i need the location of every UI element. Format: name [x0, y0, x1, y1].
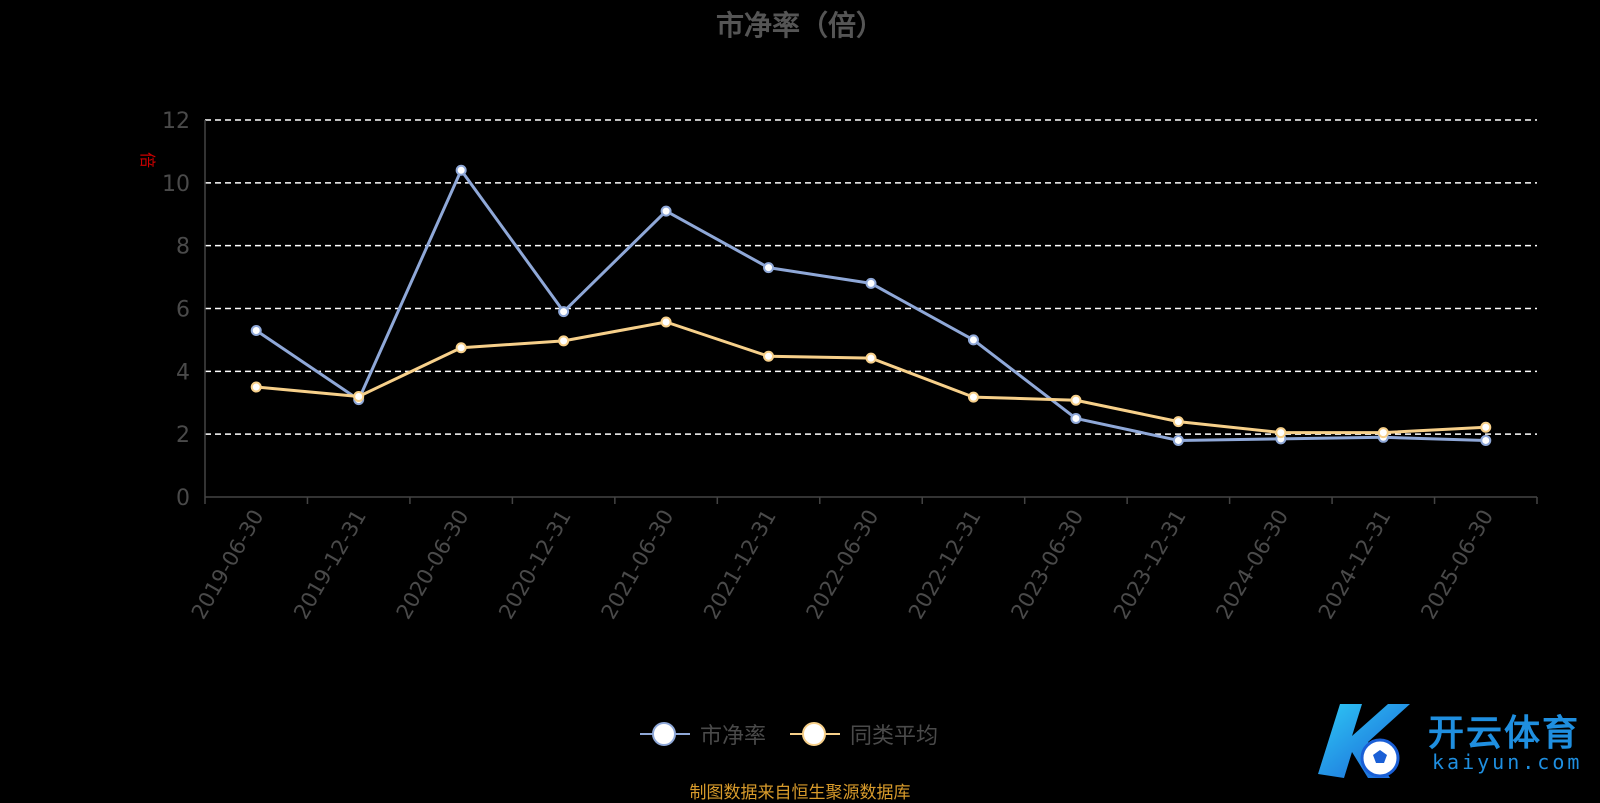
- x-tick-label: 2025-06-30: [1416, 506, 1498, 624]
- data-point[interactable]: [1480, 421, 1492, 433]
- kaiyun-logo-icon: [1318, 704, 1410, 778]
- data-point[interactable]: [558, 306, 570, 318]
- data-point[interactable]: [455, 164, 467, 176]
- legend: 市净率 同类平均: [640, 718, 938, 750]
- y-tick-label: 0: [176, 486, 190, 511]
- data-point[interactable]: [1070, 394, 1082, 406]
- source-note: 制图数据来自恒生聚源数据库: [689, 783, 911, 803]
- data-point[interactable]: [865, 352, 877, 364]
- watermark-text: 开云体育: [1428, 713, 1581, 754]
- y-axis-unit-label: 倍: [138, 152, 157, 168]
- x-tick-label: 2019-12-31: [289, 506, 371, 624]
- data-point[interactable]: [967, 334, 979, 346]
- data-point[interactable]: [967, 391, 979, 403]
- chart-title: 市净率（倍）: [715, 9, 884, 42]
- y-tick-label: 8: [176, 235, 190, 260]
- y-tick-label: 10: [162, 172, 190, 197]
- legend-item-pb[interactable]: 市净率: [640, 718, 766, 750]
- x-tick-label: 2021-12-31: [699, 506, 781, 624]
- data-point[interactable]: [763, 350, 775, 362]
- x-tick-label: 2019-06-30: [187, 506, 269, 624]
- legend-marker-icon: [640, 722, 690, 746]
- series-1: [250, 316, 1492, 439]
- series-line: [256, 320, 1486, 435]
- data-point[interactable]: [865, 277, 877, 289]
- x-tick-label: 2024-12-31: [1314, 506, 1396, 624]
- legend-label: 市净率: [700, 724, 767, 749]
- data-point[interactable]: [558, 335, 570, 347]
- legend-label: 同类平均: [850, 724, 939, 749]
- x-tick-label: 2020-06-30: [392, 505, 474, 623]
- data-point[interactable]: [763, 262, 775, 274]
- data-point[interactable]: [455, 342, 467, 354]
- legend-item-peer-average[interactable]: 同类平均: [790, 718, 938, 750]
- data-point[interactable]: [1377, 427, 1389, 439]
- x-tick-label: 2022-06-30: [802, 506, 884, 624]
- x-tick-label: 2021-06-30: [597, 506, 679, 624]
- x-tick-label: 2023-06-30: [1006, 506, 1088, 624]
- data-point[interactable]: [1172, 434, 1184, 446]
- y-tick-label: 4: [176, 360, 190, 385]
- y-tick-label: 2: [176, 423, 190, 448]
- gridlines: [205, 119, 1537, 435]
- x-tick-label: 2022-12-31: [904, 506, 986, 624]
- data-point[interactable]: [660, 316, 672, 328]
- x-tick-label: 2020-12-31: [494, 506, 576, 624]
- series-lines: [250, 164, 1492, 446]
- y-tick-label: 6: [176, 298, 190, 323]
- data-point[interactable]: [1480, 434, 1492, 446]
- data-point[interactable]: [1172, 416, 1184, 428]
- legend-marker-icon: [790, 722, 841, 746]
- data-point[interactable]: [250, 324, 262, 336]
- watermark: 开云体育 kaiyun.com: [1310, 696, 1590, 788]
- data-point[interactable]: [1275, 427, 1287, 439]
- x-tick-label: 2023-12-31: [1109, 506, 1191, 624]
- x-tick-label: 2024-06-30: [1211, 506, 1293, 624]
- data-point[interactable]: [250, 381, 262, 393]
- watermark-subtext: kaiyun.com: [1432, 750, 1583, 774]
- y-tick-label: 12: [162, 109, 190, 134]
- data-point[interactable]: [353, 390, 365, 402]
- data-point[interactable]: [1070, 412, 1082, 424]
- series-line: [255, 168, 1486, 442]
- series-0: [250, 164, 1492, 446]
- data-point[interactable]: [660, 205, 672, 217]
